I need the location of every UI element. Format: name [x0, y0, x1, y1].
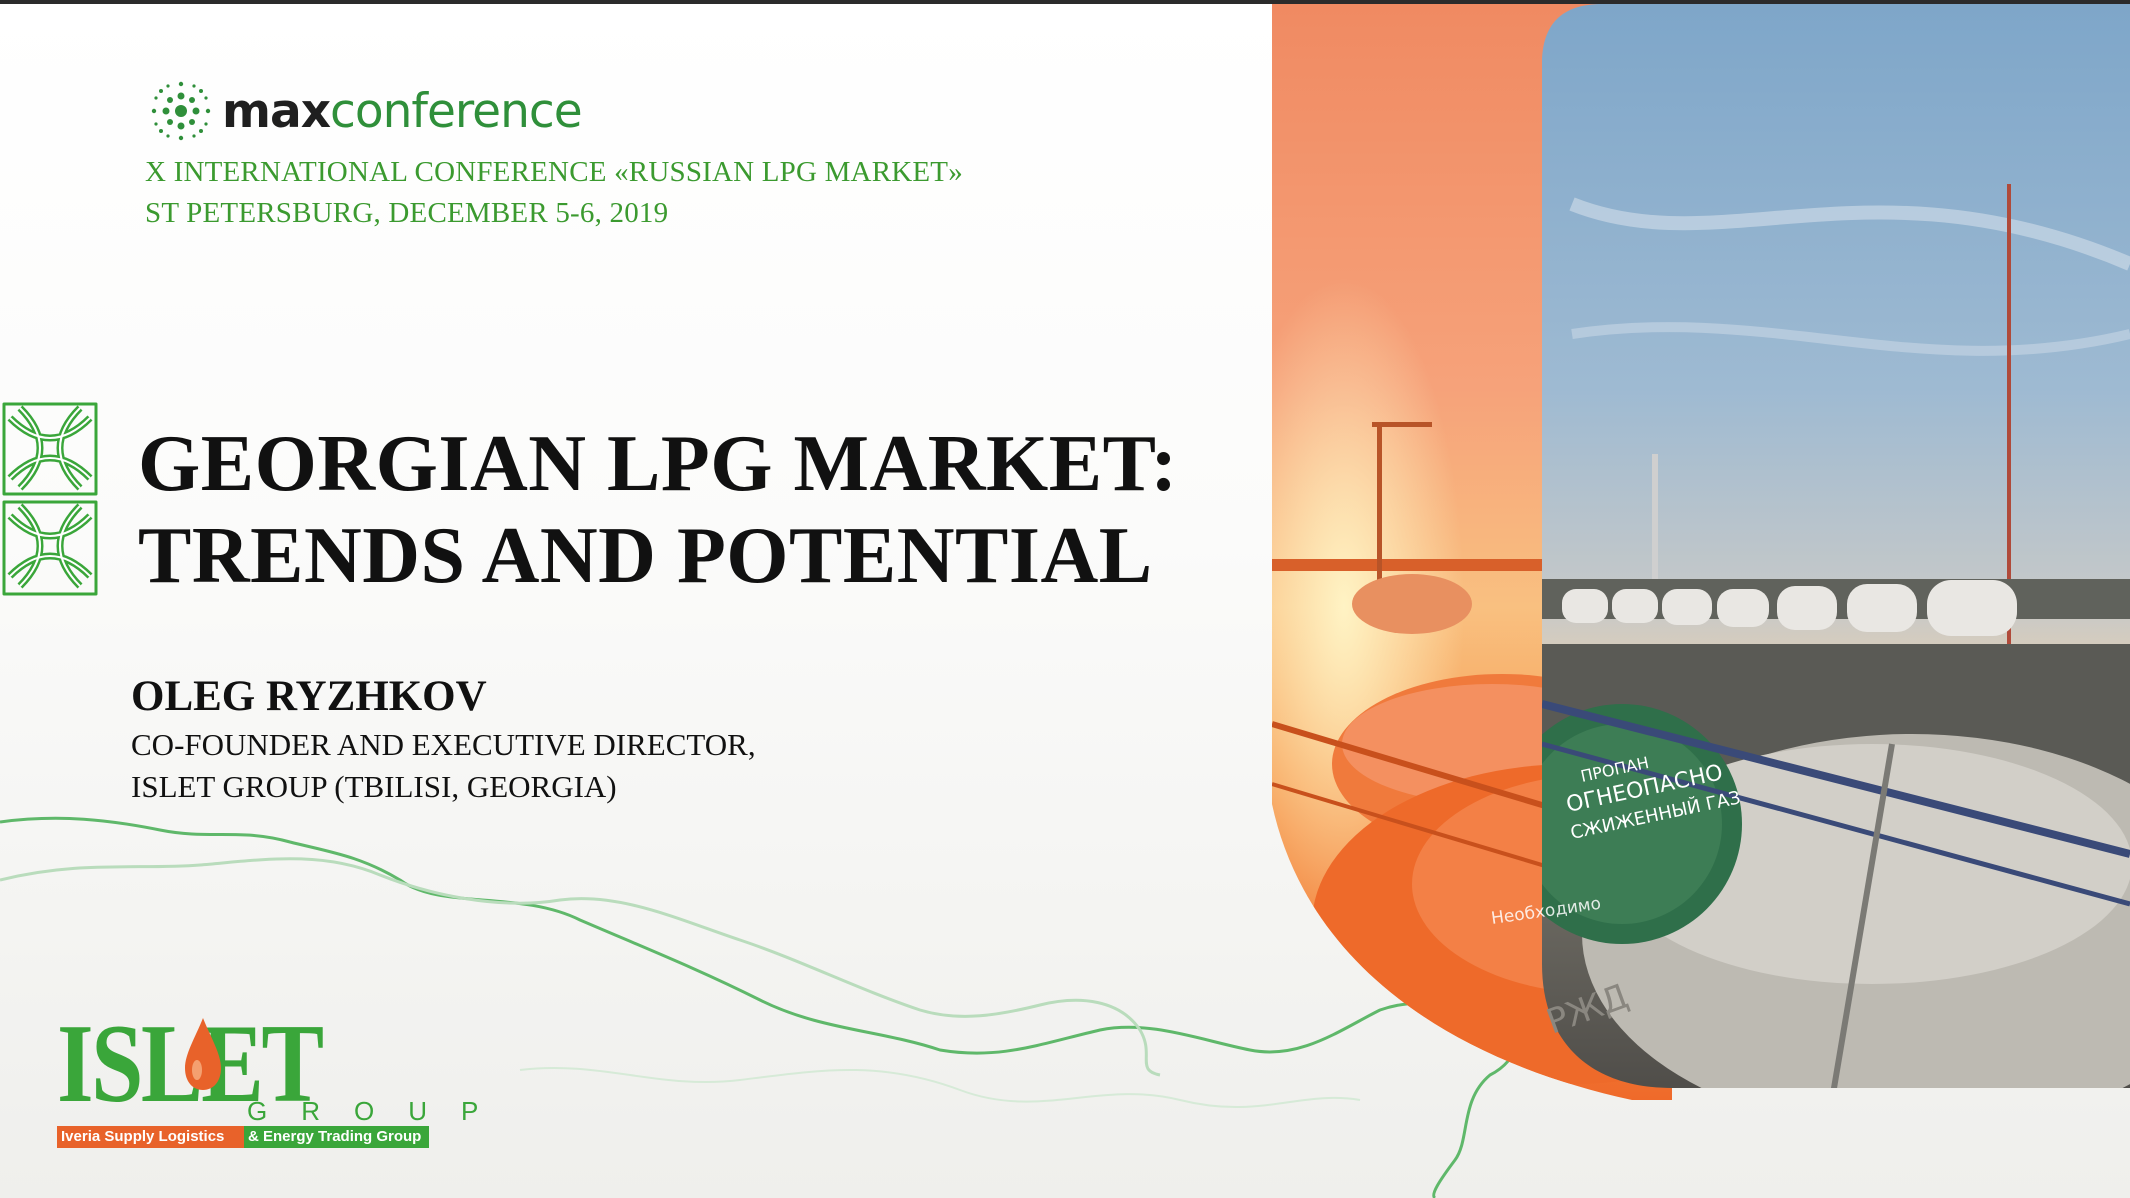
title-line-1: GEORGIAN LPG MARKET:: [138, 420, 1178, 508]
maxconference-wordmark: maxconference: [222, 88, 583, 135]
maxconference-logo: maxconference: [146, 76, 583, 146]
islet-group-text: GROUP: [247, 1096, 513, 1126]
presentation-title: GEORGIAN LPG MARKET: TRENDS AND POTENTIA…: [138, 418, 1238, 602]
top-border: [0, 0, 2130, 4]
islet-group-logo: ISLET GROUP Iveria Supply Logistics & En…: [57, 1008, 478, 1148]
conference-title: X INTERNATIONAL CONFERENCE «RUSSIAN LPG …: [145, 156, 963, 188]
conference-date-location: ST PETERSBURG, DECEMBER 5-6, 2019: [145, 197, 669, 229]
islet-tagline: Iveria Supply Logistics & Energy Trading…: [57, 1126, 429, 1148]
speaker-organization: ISLET GROUP (TBILISI, GEORGIA): [131, 769, 617, 804]
islet-tagline-part-b: & Energy Trading Group: [244, 1126, 429, 1148]
islet-tagline-part-a: Iveria Supply Logistics: [57, 1126, 244, 1148]
logo-conference: conference: [330, 83, 583, 139]
title-line-2: TRENDS AND POTENTIAL: [138, 512, 1153, 600]
oil-drop-icon: [185, 1018, 221, 1090]
speaker-name: OLEG RYZHKOV: [131, 673, 487, 720]
speaker-role: CO-FOUNDER AND EXECUTIVE DIRECTOR,: [131, 727, 756, 762]
knot-ornament-icon: [2, 402, 98, 596]
logo-max: max: [222, 83, 331, 139]
maxconference-dots-icon: [151, 81, 211, 141]
lpg-terminal-photo: ПРОПАН ОГНЕОПАСНО СЖИЖЕННЫЙ ГАЗ Необходи…: [1272, 4, 2130, 1100]
